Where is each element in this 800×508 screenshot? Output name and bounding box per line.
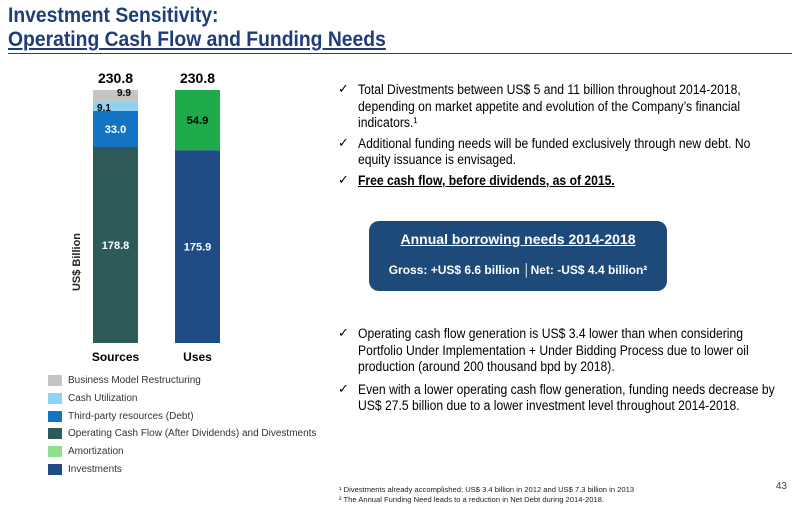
bullet-cash-flow-generation: ✓ Operating cash flow generation is US$ … bbox=[336, 326, 776, 376]
page-title: Investment Sensitivity: Operating Cash F… bbox=[8, 4, 386, 52]
footnote-1: ¹ Divestments already accomplished: US$ … bbox=[339, 485, 635, 494]
legend-swatch bbox=[48, 410, 62, 422]
title-line-2: Operating Cash Flow and Funding Needs bbox=[8, 28, 386, 51]
bullet-free-cash-flow: ✓ Free cash flow, before dividends, as o… bbox=[336, 173, 776, 190]
bar-sources-bmr bbox=[93, 90, 138, 101]
checkmark-icon: ✓ bbox=[338, 326, 349, 341]
legend-swatch bbox=[48, 446, 62, 458]
y-axis-label: US$ Billion bbox=[71, 233, 83, 291]
stacked-bar-chart: US$ Billion 178.8 33.0 9.1 9.9 175.9 54.… bbox=[71, 70, 220, 364]
label-amortization: 54.9 bbox=[187, 115, 208, 127]
label-debt: 33.0 bbox=[105, 124, 126, 136]
bullet-text: Operating cash flow generation is US$ 3.… bbox=[358, 326, 749, 374]
title-divider bbox=[8, 53, 792, 54]
page-number: 43 bbox=[775, 481, 787, 492]
legend-label: Amortization bbox=[68, 446, 124, 458]
checkmark-icon: ✓ bbox=[338, 135, 349, 151]
legend-swatch bbox=[48, 392, 62, 404]
bullet-text: Total Divestments between US$ 5 and 11 b… bbox=[358, 82, 741, 130]
title-line-1: Investment Sensitivity: bbox=[8, 4, 219, 27]
checkmark-icon: ✓ bbox=[338, 381, 349, 397]
bullet-text: Additional funding needs will be funded … bbox=[358, 135, 751, 168]
label-investments: 175.9 bbox=[184, 242, 212, 254]
bar-uses-amortization bbox=[175, 90, 220, 151]
bar-sources-cash bbox=[93, 100, 138, 111]
legend-label: Business Model Restructuring bbox=[68, 375, 201, 386]
bar-uses-investments bbox=[175, 150, 220, 343]
bullet-list-bottom: ✓ Operating cash flow generation is US$ … bbox=[336, 326, 776, 419]
legend-label: Third-party resources (Debt) bbox=[68, 410, 194, 422]
bar-sources-ocf bbox=[93, 147, 138, 343]
label-cash: 9.1 bbox=[97, 103, 111, 114]
bullet-text: Free cash flow, before dividends, as of … bbox=[358, 172, 615, 188]
category-sources: Sources bbox=[92, 350, 140, 364]
total-sources: 230.8 bbox=[98, 70, 133, 86]
footnote-2: ² The Annual Funding Need leads to a red… bbox=[339, 495, 604, 504]
legend-label: Cash Utilization bbox=[68, 392, 138, 404]
callout-body: Gross: +US$ 6.6 billion │Net: -US$ 4.4 b… bbox=[388, 263, 648, 277]
bullet-funding-decrease: ✓ Even with a lower operating cash flow … bbox=[336, 382, 776, 415]
bullet-divestments: ✓ Total Divestments between US$ 5 and 11… bbox=[336, 82, 776, 132]
legend-label: Operating Cash Flow (After Dividends) an… bbox=[68, 428, 317, 440]
checkmark-icon: ✓ bbox=[338, 172, 349, 188]
footnotes: ¹ Divestments already accomplished: US$ … bbox=[339, 485, 634, 505]
legend-swatch bbox=[48, 428, 62, 440]
label-bmr: 9.9 bbox=[117, 88, 131, 99]
checkmark-icon: ✓ bbox=[338, 82, 349, 97]
borrowing-needs-callout: Annual borrowing needs 2014-2018 Gross: … bbox=[369, 221, 667, 291]
callout-title: Annual borrowing needs 2014-2018 bbox=[400, 231, 636, 247]
bullet-text: Even with a lower operating cash flow ge… bbox=[358, 381, 775, 414]
legend-swatch bbox=[48, 375, 62, 386]
bar-sources-debt bbox=[93, 110, 138, 148]
bullet-funding: ✓ Additional funding needs will be funde… bbox=[336, 136, 776, 169]
legend-label: Investments bbox=[68, 463, 122, 475]
total-uses: 230.8 bbox=[180, 70, 215, 86]
category-uses: Uses bbox=[183, 350, 212, 364]
bullet-list-top: ✓ Total Divestments between US$ 5 and 11… bbox=[336, 82, 776, 193]
legend-swatch bbox=[48, 463, 62, 475]
label-ocf: 178.8 bbox=[102, 240, 130, 252]
